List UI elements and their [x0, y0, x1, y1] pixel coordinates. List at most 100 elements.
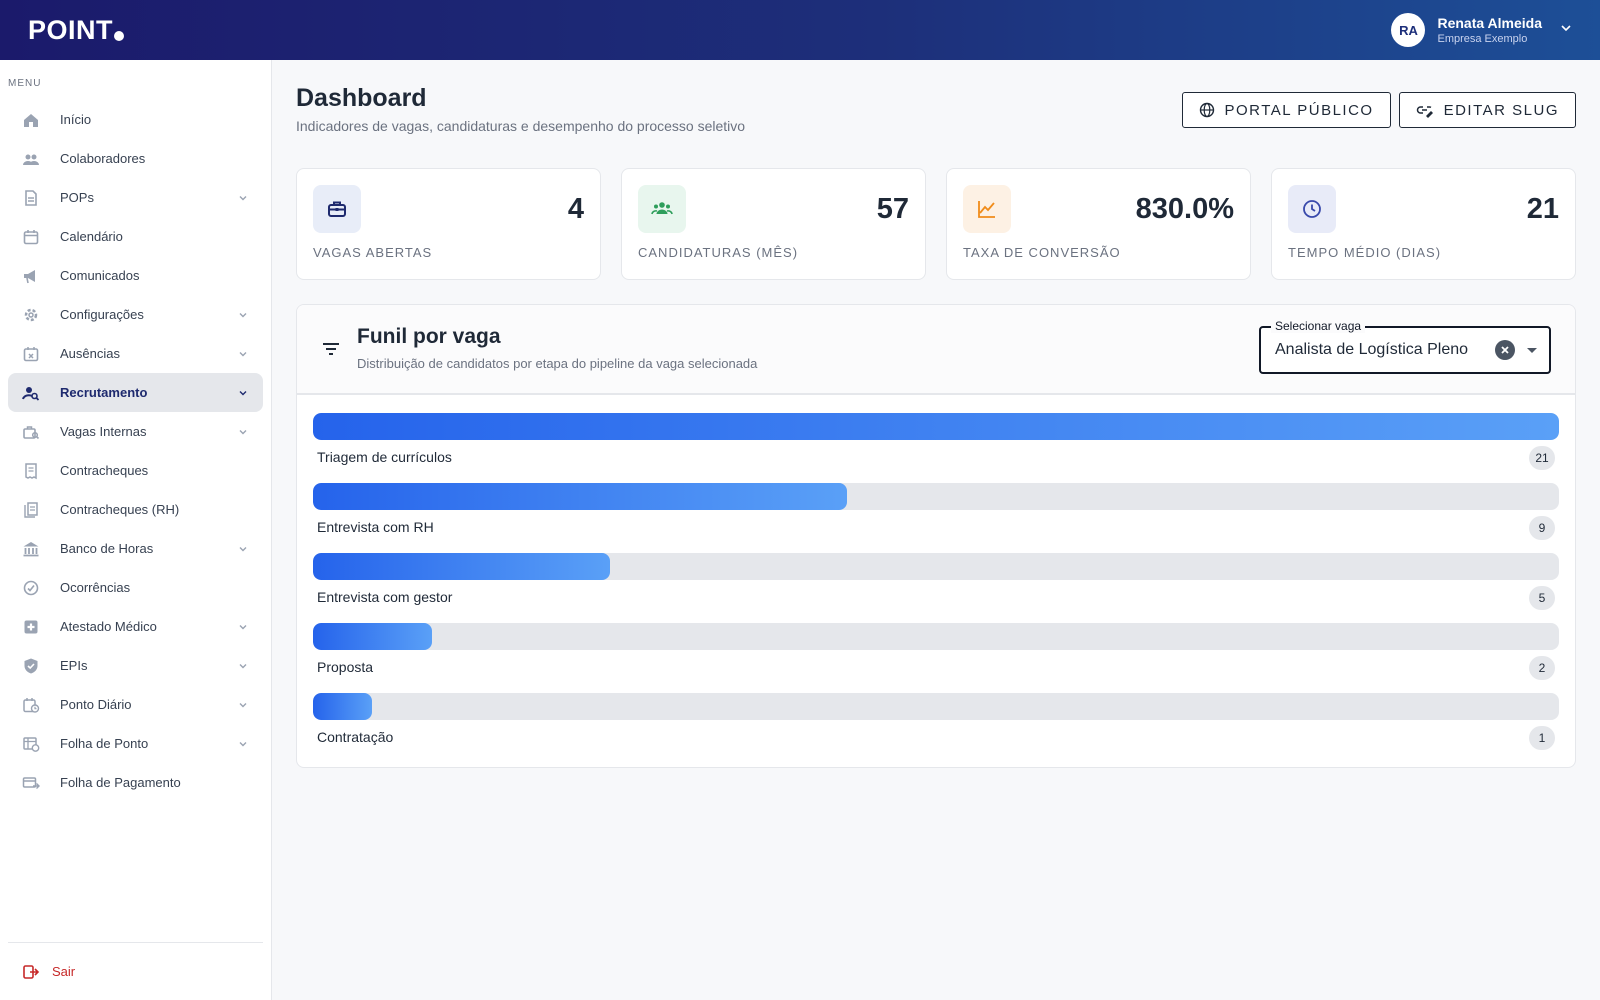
payment-icon — [22, 774, 40, 792]
dropdown-arrow-icon[interactable] — [1527, 347, 1537, 353]
stat-label: TAXA DE CONVERSÃO — [963, 245, 1121, 260]
sidebar-item-contracheques[interactable]: Contracheques — [8, 451, 263, 490]
main-content: Dashboard Indicadores de vagas, candidat… — [272, 60, 1600, 1000]
receipt-icon — [22, 462, 40, 480]
group-icon — [638, 185, 686, 233]
editar-slug-button[interactable]: EDITAR SLUG — [1398, 92, 1576, 128]
chevron-down-icon — [237, 699, 249, 711]
sidebar-item-ocorr-ncias[interactable]: Ocorrências — [8, 568, 263, 607]
funnel-stage: Entrevista com gestor 5 — [313, 553, 1559, 623]
user-menu[interactable]: RA Renata Almeida Empresa Exemplo — [1391, 13, 1572, 47]
funnel-stage: Contratação 1 — [313, 693, 1559, 763]
sidebar-item-in-cio[interactable]: Início — [8, 100, 263, 139]
sidebar-nav: Início Colaboradores POPs Calendário Comunic… — [0, 100, 271, 802]
sidebar-item-banco-de-horas[interactable]: Banco de Horas — [8, 529, 263, 568]
people-icon — [22, 150, 40, 168]
sidebar-item-aus-ncias[interactable]: Ausências — [8, 334, 263, 373]
stage-name: Proposta — [317, 659, 374, 675]
stage-name: Contratação — [317, 729, 394, 745]
sidebar-item-recrutamento[interactable]: Recrutamento — [8, 373, 263, 412]
sidebar-item-ponto-di-rio[interactable]: Ponto Diário — [8, 685, 263, 724]
clear-icon[interactable] — [1495, 340, 1515, 360]
funnel-stage: Proposta 2 — [313, 623, 1559, 693]
table-clock-icon — [22, 735, 40, 753]
sidebar-item-configura-es[interactable]: Configurações — [8, 295, 263, 334]
stat-label: VAGAS ABERTAS — [313, 245, 433, 260]
portal-publico-button[interactable]: PORTAL PÚBLICO — [1181, 92, 1391, 128]
sidebar-item-label: Folha de Ponto — [60, 736, 149, 751]
sidebar-item-label: Atestado Médico — [60, 619, 157, 634]
trend-up-icon — [963, 185, 1011, 233]
brand-logo[interactable]: POINT — [28, 14, 125, 46]
sidebar-item-label: Recrutamento — [60, 385, 148, 400]
sidebar-item-vagas-internas[interactable]: Vagas Internas — [8, 412, 263, 451]
sidebar-item-colaboradores[interactable]: Colaboradores — [8, 139, 263, 178]
filter-icon — [321, 339, 341, 364]
stage-bar-track — [313, 553, 1559, 580]
stat-card: 57 CANDIDATURAS (MÊS) — [621, 168, 926, 280]
funnel-stage: Entrevista com RH 9 — [313, 483, 1559, 553]
sidebar-item-pops[interactable]: POPs — [8, 178, 263, 217]
funnel-stage: Triagem de currículos 21 — [313, 413, 1559, 483]
vaga-select-value: Analista de Logística Pleno — [1275, 341, 1469, 358]
shield-icon — [22, 657, 40, 675]
sidebar: MENU Início Colaboradores POPs Calendário Co… — [0, 60, 272, 1000]
stage-count-badge: 5 — [1529, 586, 1555, 610]
stage-count-badge: 21 — [1529, 446, 1555, 470]
sidebar-item-folha-de-pagamento[interactable]: Folha de Pagamento — [8, 763, 263, 802]
sidebar-item-epis[interactable]: EPIs — [8, 646, 263, 685]
calendar-x-icon — [22, 345, 40, 363]
calendar-clock-icon — [22, 696, 40, 714]
briefcase-icon — [313, 185, 361, 233]
sidebar-footer: Sair — [8, 942, 263, 1000]
sidebar-item-calend-rio[interactable]: Calendário — [8, 217, 263, 256]
stat-card: 830.0% TAXA DE CONVERSÃO — [946, 168, 1251, 280]
stage-bar-track — [313, 413, 1559, 440]
sidebar-item-label: Colaboradores — [60, 151, 146, 166]
funnel-subtitle: Distribuição de candidatos por etapa do … — [357, 356, 758, 371]
sidebar-item-atestado-m-dico[interactable]: Atestado Médico — [8, 607, 263, 646]
sidebar-item-label: Banco de Horas — [60, 541, 154, 556]
sidebar-item-label: Comunicados — [60, 268, 140, 283]
funnel-stages: Triagem de currículos 21 Entrevista com RH… — [297, 395, 1575, 763]
home-icon — [22, 111, 40, 129]
gear-icon — [22, 306, 40, 324]
briefcase-search-icon — [22, 423, 40, 441]
stage-bar — [313, 413, 1559, 440]
sidebar-item-label: Início — [60, 112, 92, 127]
portal-publico-label: PORTAL PÚBLICO — [1224, 101, 1374, 119]
stage-count-badge: 9 — [1529, 516, 1555, 540]
stat-value: 57 — [876, 193, 909, 225]
stage-bar — [313, 693, 373, 720]
sidebar-item-folha-de-ponto[interactable]: Folha de Ponto — [8, 724, 263, 763]
stat-value: 830.0% — [1135, 193, 1234, 225]
stage-bar — [313, 553, 610, 580]
vaga-select[interactable]: Selecionar vaga Analista de Logística Pl… — [1259, 319, 1551, 374]
stage-name: Triagem de currículos — [317, 449, 452, 465]
stat-card: 21 TEMPO MÉDIO (DIAS) — [1271, 168, 1576, 280]
sidebar-item-comunicados[interactable]: Comunicados — [8, 256, 263, 295]
stats-row: 4 VAGAS ABERTAS 57 CANDIDATURAS (MÊS) 830.0%… — [296, 168, 1576, 280]
check-circle-icon — [22, 579, 40, 597]
sidebar-item-label: Contracheques — [60, 463, 149, 478]
sidebar-item-contracheques-rh[interactable]: Contracheques (RH) — [8, 490, 263, 529]
editar-slug-label: EDITAR SLUG — [1443, 101, 1559, 119]
sidebar-item-label: Ausências — [60, 346, 120, 361]
stage-bar — [313, 623, 432, 650]
user-company: Empresa Exemplo — [1437, 33, 1528, 45]
logout-button[interactable]: Sair — [22, 963, 75, 981]
user-name: Renata Almeida — [1437, 15, 1542, 31]
sidebar-item-label: Ponto Diário — [60, 697, 132, 712]
brand-name: POINT — [28, 14, 114, 45]
link-edit-icon — [1416, 106, 1433, 118]
sidebar-item-label: Vagas Internas — [60, 424, 147, 439]
person-search-icon — [22, 384, 40, 402]
megaphone-icon — [22, 267, 40, 285]
top-bar: POINT RA Renata Almeida Empresa Exemplo — [0, 0, 1600, 60]
sidebar-item-label: Folha de Pagamento — [60, 775, 181, 790]
funnel-card: Funil por vaga Distribuição de candidato… — [296, 304, 1576, 768]
stage-count-badge: 1 — [1529, 726, 1555, 750]
stat-value: 21 — [1526, 193, 1559, 225]
medical-icon — [22, 618, 40, 636]
stage-name: Entrevista com gestor — [317, 589, 453, 605]
